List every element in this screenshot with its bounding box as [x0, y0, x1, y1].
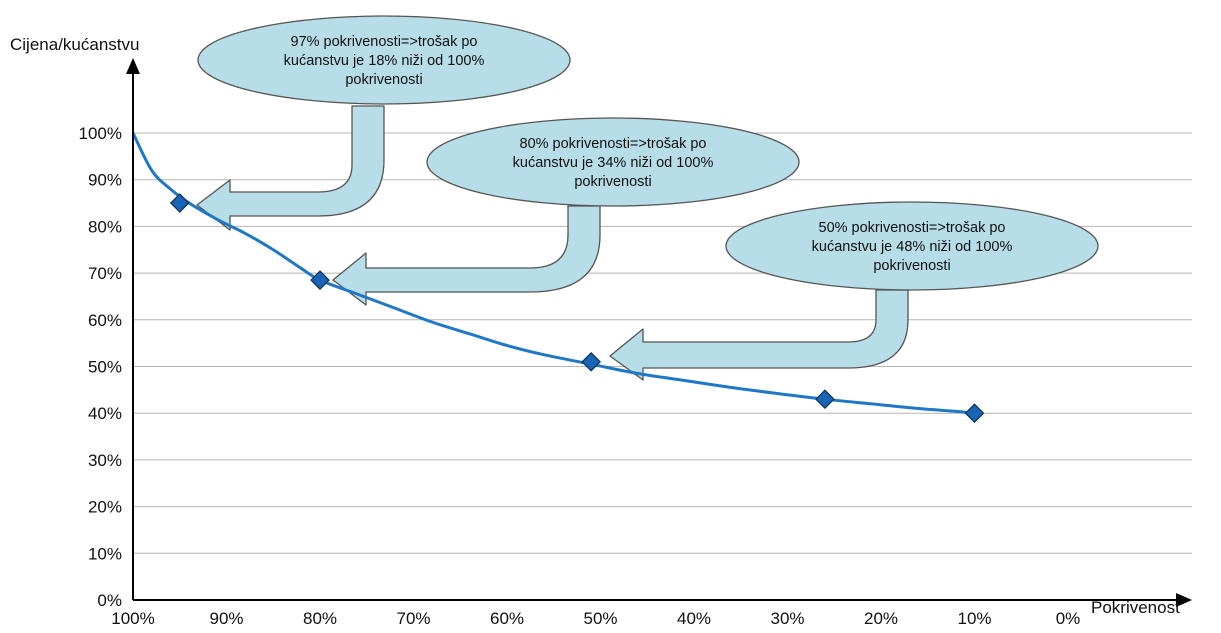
x-tick-label: 10% — [957, 609, 991, 628]
tick-labels: 0% 10% 20% 30% 40% 50% 60% 70% 80% 90% 100% 100% 90%… — [79, 124, 1081, 628]
callout-text-line: 97% pokrivenosti=>trošak po — [291, 34, 478, 50]
callout-text-line: 80% pokrivenosti=>trošak po — [520, 136, 707, 152]
y-tick-label: 50% — [88, 358, 122, 377]
x-tick-label: 90% — [209, 609, 243, 628]
y-tick-label: 30% — [88, 451, 122, 470]
x-tick-label: 100% — [111, 609, 154, 628]
callout-bubble — [725, 201, 1099, 291]
x-axis-label: Pokrivenost — [1091, 598, 1180, 617]
callout-text-line: pokrivenosti — [873, 258, 950, 274]
series-layer — [131, 132, 985, 424]
x-axis-arrowhead — [1176, 593, 1192, 607]
data-point-marker — [815, 389, 835, 410]
y-tick-label: 70% — [88, 264, 122, 283]
data-point-marker — [581, 351, 601, 372]
x-tick-label: 70% — [396, 609, 430, 628]
data-point-marker — [310, 270, 330, 290]
y-tick-label: 20% — [88, 498, 122, 517]
y-axis-label: Cijena/kućanstvu — [10, 35, 139, 54]
x-tick-label: 80% — [303, 609, 337, 628]
callout-arrow — [609, 289, 909, 381]
callout-arrow — [196, 105, 385, 231]
x-tick-label: 20% — [864, 609, 898, 628]
callout-text-line: 50% pokrivenosti=>trošak po — [819, 220, 1006, 236]
y-axis-arrowhead — [126, 58, 140, 74]
y-tick-label: 90% — [88, 171, 122, 190]
callout-text-line: pokrivenosti — [574, 174, 651, 190]
callouts: 97% pokrivenosti=>trošak po kućanstvu je … — [196, 15, 1099, 381]
x-tick-label: 60% — [490, 609, 524, 628]
data-point-marker — [964, 403, 985, 424]
callout-text-line: kućanstvu je 34% niži od 100% — [513, 155, 714, 171]
y-tick-label: 10% — [88, 544, 122, 563]
callout-bubble — [197, 15, 571, 105]
x-tick-label: 50% — [583, 609, 617, 628]
callout-arrow — [332, 205, 601, 306]
callout-text-line: pokrivenosti — [345, 72, 422, 88]
y-tick-label: 100% — [79, 124, 122, 143]
y-tick-label: 40% — [88, 404, 122, 423]
x-tick-label: 30% — [770, 609, 804, 628]
y-tick-label: 80% — [88, 217, 122, 236]
y-tick-label: 60% — [88, 311, 122, 330]
callout-text-line: kućanstvu je 18% niži od 100% — [284, 53, 485, 69]
callout-bubble — [426, 117, 800, 207]
x-tick-label: 40% — [677, 609, 711, 628]
axes — [126, 58, 1192, 607]
y-tick-label: 0% — [97, 591, 122, 610]
callout-text-line: kućanstvu je 48% niži od 100% — [812, 239, 1013, 255]
data-point-marker — [169, 193, 190, 213]
x-tick-label: 0% — [1056, 609, 1081, 628]
